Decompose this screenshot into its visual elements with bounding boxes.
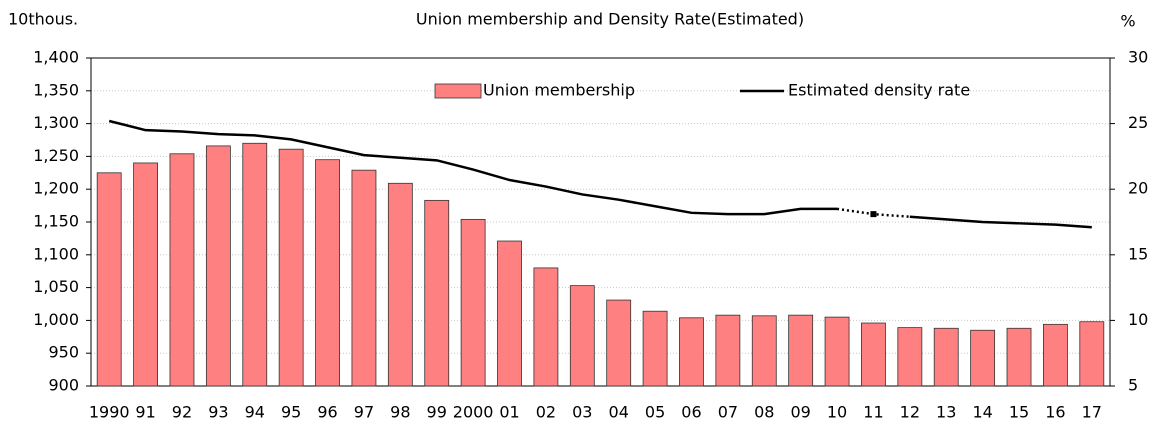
x-tick-label: 91 [135,403,155,422]
x-tick-label: 08 [754,403,774,422]
y-tick-label: 1,400 [33,48,79,67]
bar [424,199,450,387]
x-tick-label: 06 [681,403,701,422]
bar [169,153,195,387]
y2-unit: % [1120,12,1135,31]
y2-tick-label: 15 [1128,244,1148,263]
bar [897,327,923,387]
x-tick-label: 1990 [89,403,130,422]
bar [387,182,413,387]
x-tick-label: 12 [900,403,920,422]
bar [460,218,486,387]
bar [569,285,595,387]
x-tick-label: 97 [354,403,374,422]
x-tick-label: 07 [718,403,738,422]
y2-tick-label: 30 [1128,48,1148,67]
x-tick-label: 2000 [453,403,494,422]
x-tick-label: 14 [972,403,992,422]
y-tick-label: 1,000 [33,310,79,329]
bar [606,299,632,387]
x-tick-label: 17 [1082,403,1102,422]
y2-tick-label: 20 [1128,179,1148,198]
x-tick-label: 16 [1045,403,1065,422]
bar [642,310,668,387]
bar [96,172,122,387]
legend-label: Estimated density rate [788,81,970,100]
y2-tick-label: 5 [1128,376,1138,395]
chart-title: Union membership and Density Rate(Estima… [416,10,804,29]
legend-swatch [434,83,482,99]
bar [533,267,559,387]
bar [751,315,777,387]
y2-tick-label: 10 [1128,310,1148,329]
x-tick-label: 11 [863,403,883,422]
x-tick-label: 09 [790,403,810,422]
x-tick-label: 13 [936,403,956,422]
y-tick-label: 1,050 [33,277,79,296]
line [909,215,1092,229]
y-tick-label: 1,350 [33,80,79,99]
x-tick-label: 10 [827,403,847,422]
x-tick-label: 01 [499,403,519,422]
bar [824,316,850,387]
bar [242,142,268,387]
x-tick-label: 99 [427,403,447,422]
bar [679,317,704,387]
x-tick-label: 93 [208,403,228,422]
x-tick-label: 04 [609,403,629,422]
bar [970,329,996,387]
bar [351,169,377,387]
x-tick-label: 02 [536,403,556,422]
bar [715,314,741,387]
bar [933,327,959,387]
y-unit: 10thous. [8,10,78,29]
bar [133,162,158,387]
bar [1043,323,1068,387]
y-tick-label: 1,300 [33,113,79,132]
y-tick-label: 950 [48,343,79,362]
y-tick-label: 1,250 [33,146,79,165]
x-tick-label: 96 [317,403,337,422]
x-tick-label: 15 [1009,403,1029,422]
y-tick-label: 1,200 [33,179,79,198]
x-tick-label: 98 [390,403,410,422]
y-tick-label: 1,100 [33,244,79,263]
y2-tick-label: 25 [1128,113,1148,132]
y-tick-label: 900 [48,376,79,395]
bar [278,148,304,387]
bar [1079,321,1105,387]
line [108,119,838,216]
line-marker [870,211,877,218]
legend-label: Union membership [483,81,635,100]
bar [1006,327,1032,387]
bar [315,159,340,387]
bar [788,314,814,387]
x-tick-label: 03 [572,403,592,422]
bar [205,145,231,387]
x-tick-label: 92 [172,403,192,422]
bar [497,240,522,387]
x-tick-label: 94 [245,403,265,422]
x-tick-label: 95 [281,403,301,422]
x-tick-label: 05 [645,403,665,422]
bar [861,322,886,387]
plot-frame [90,57,1111,387]
y-tick-label: 1,150 [33,212,79,231]
